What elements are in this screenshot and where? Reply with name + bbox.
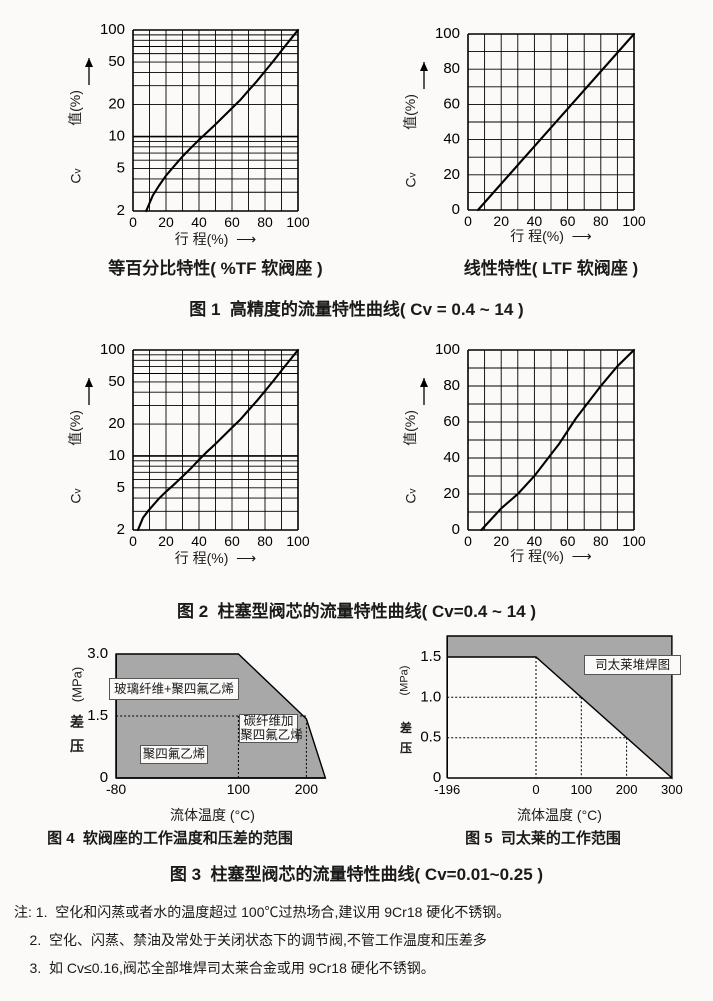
- svg-text:0.5: 0.5: [420, 729, 441, 746]
- svg-text:100: 100: [570, 782, 592, 797]
- svg-text:5: 5: [117, 479, 125, 496]
- svg-text:100: 100: [100, 341, 125, 358]
- svg-text:60: 60: [224, 533, 240, 549]
- svg-text:200: 200: [616, 782, 638, 797]
- svg-text:50: 50: [108, 373, 125, 390]
- svg-text:40: 40: [443, 449, 460, 466]
- svg-text:60: 60: [443, 95, 460, 112]
- svg-text:40: 40: [191, 533, 207, 549]
- svg-text:-80: -80: [106, 781, 126, 797]
- svg-text:1.0: 1.0: [420, 688, 441, 705]
- svg-text:300: 300: [661, 782, 683, 797]
- svg-text:80: 80: [443, 60, 460, 77]
- svg-text:5: 5: [117, 160, 125, 177]
- svg-text:100: 100: [227, 781, 251, 797]
- svg-text:2: 2: [117, 202, 125, 219]
- svg-text:0: 0: [129, 533, 137, 549]
- svg-text:50: 50: [108, 53, 125, 70]
- svg-text:3.0: 3.0: [87, 645, 108, 662]
- svg-text:10: 10: [108, 128, 125, 145]
- svg-text:20: 20: [158, 533, 174, 549]
- svg-text:10: 10: [108, 447, 125, 464]
- svg-text:0: 0: [452, 521, 460, 538]
- svg-text:20: 20: [108, 415, 125, 432]
- svg-text:0: 0: [129, 214, 137, 230]
- svg-text:0: 0: [532, 782, 539, 797]
- svg-text:1.5: 1.5: [87, 707, 108, 724]
- svg-text:100: 100: [286, 533, 310, 549]
- svg-text:80: 80: [257, 214, 273, 230]
- svg-text:100: 100: [435, 341, 460, 358]
- svg-text:60: 60: [443, 413, 460, 430]
- svg-text:100: 100: [435, 25, 460, 42]
- svg-text:40: 40: [443, 131, 460, 148]
- svg-text:20: 20: [443, 485, 460, 502]
- svg-text:40: 40: [191, 214, 207, 230]
- svg-text:100: 100: [100, 21, 125, 38]
- svg-text:-196: -196: [434, 782, 460, 797]
- svg-text:0: 0: [452, 201, 460, 218]
- svg-text:100: 100: [286, 214, 310, 230]
- svg-text:1.5: 1.5: [420, 648, 441, 665]
- svg-text:60: 60: [224, 214, 240, 230]
- svg-text:20: 20: [443, 166, 460, 183]
- svg-text:80: 80: [443, 377, 460, 394]
- svg-text:20: 20: [108, 95, 125, 112]
- svg-text:2: 2: [117, 521, 125, 538]
- svg-text:20: 20: [158, 214, 174, 230]
- svg-text:80: 80: [257, 533, 273, 549]
- svg-text:200: 200: [295, 781, 319, 797]
